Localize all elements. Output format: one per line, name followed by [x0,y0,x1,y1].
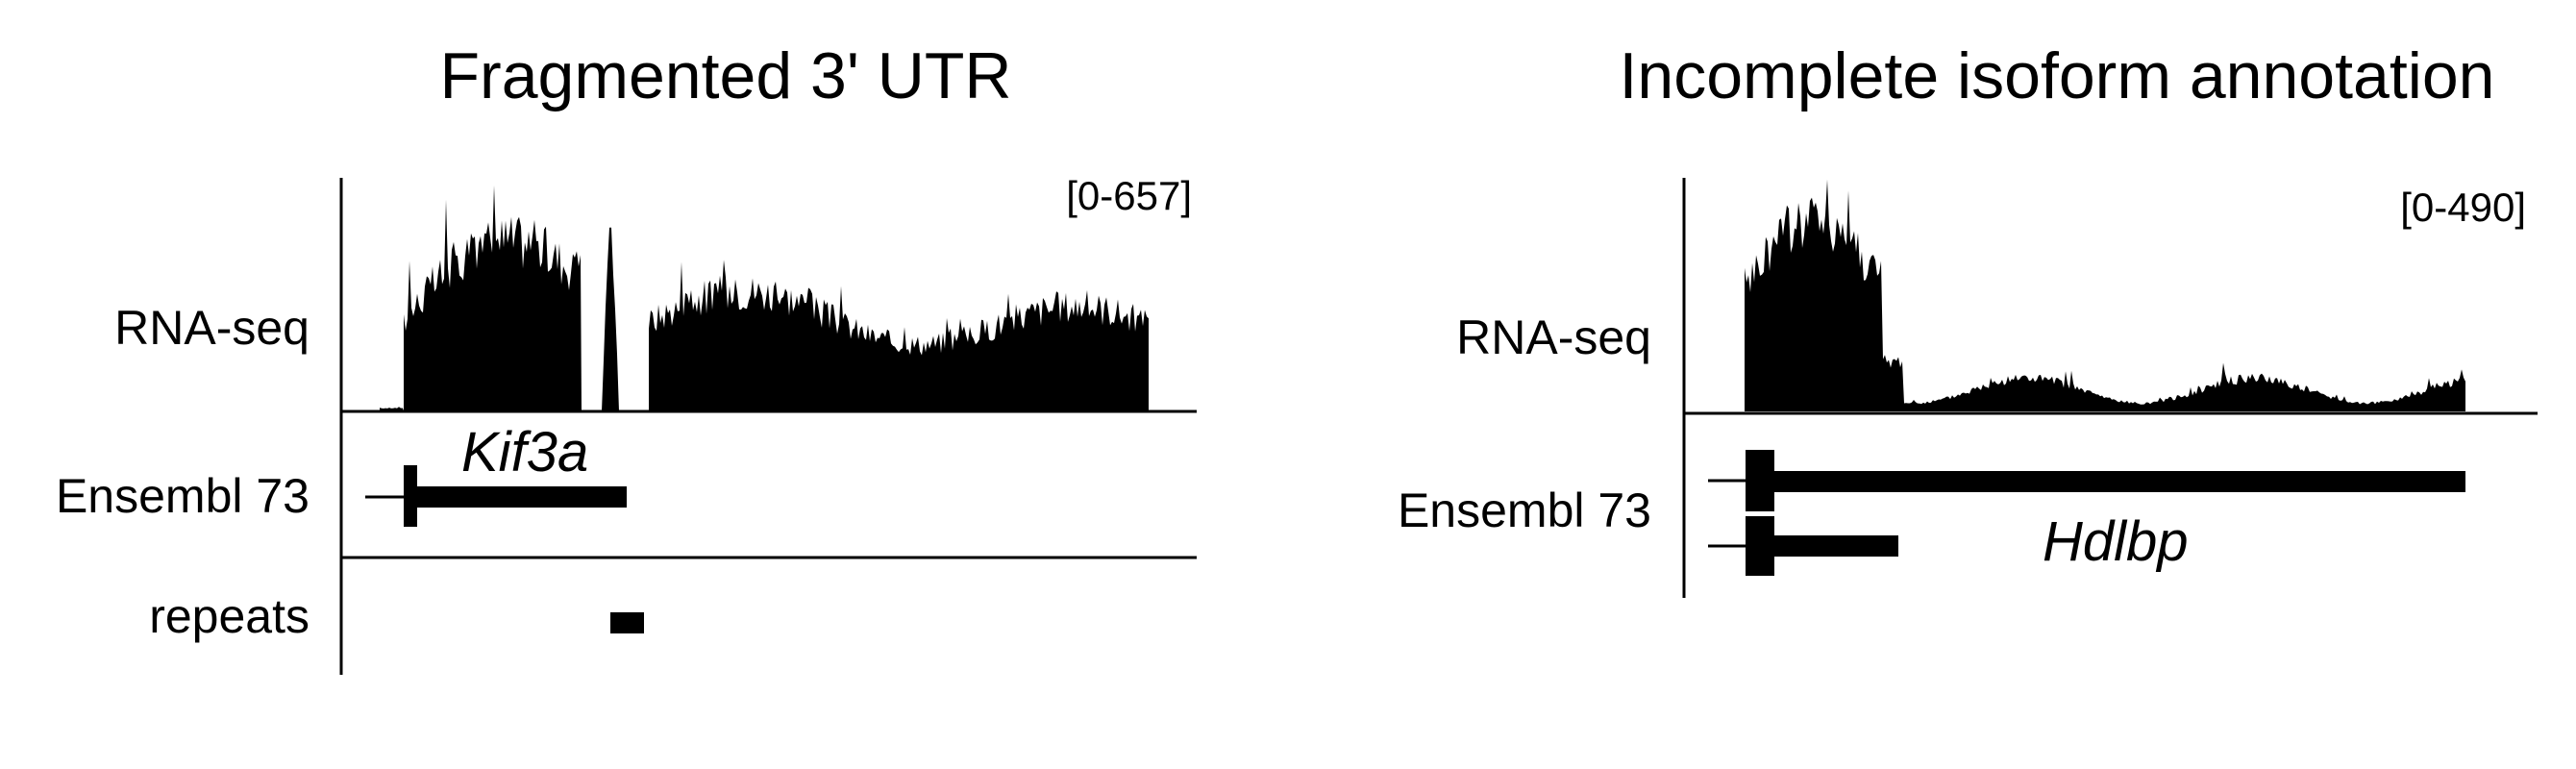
rnaseq-coverage-signal [1745,180,2465,411]
rnaseq-coverage-signal [380,186,1149,411]
gene-model-kif3a [365,465,627,527]
genome-browser-tracks [1288,0,2576,769]
gene-model-hdlbp-isoform-long [1708,450,2465,511]
gene-exon-block [1769,535,1898,557]
gene-exon-block [413,486,627,508]
repeat-element [610,612,644,633]
gene-exon-block [1769,471,2465,492]
gene-model-hdlbp-isoform-short [1708,516,1898,576]
panel-fragmented-utr: Fragmented 3' UTR RNA-seq Ensembl 73 rep… [0,0,1250,769]
genome-browser-tracks [0,0,1250,769]
panel-incomplete-isoform: Incomplete isoform annotation RNA-seq En… [1288,0,2576,769]
